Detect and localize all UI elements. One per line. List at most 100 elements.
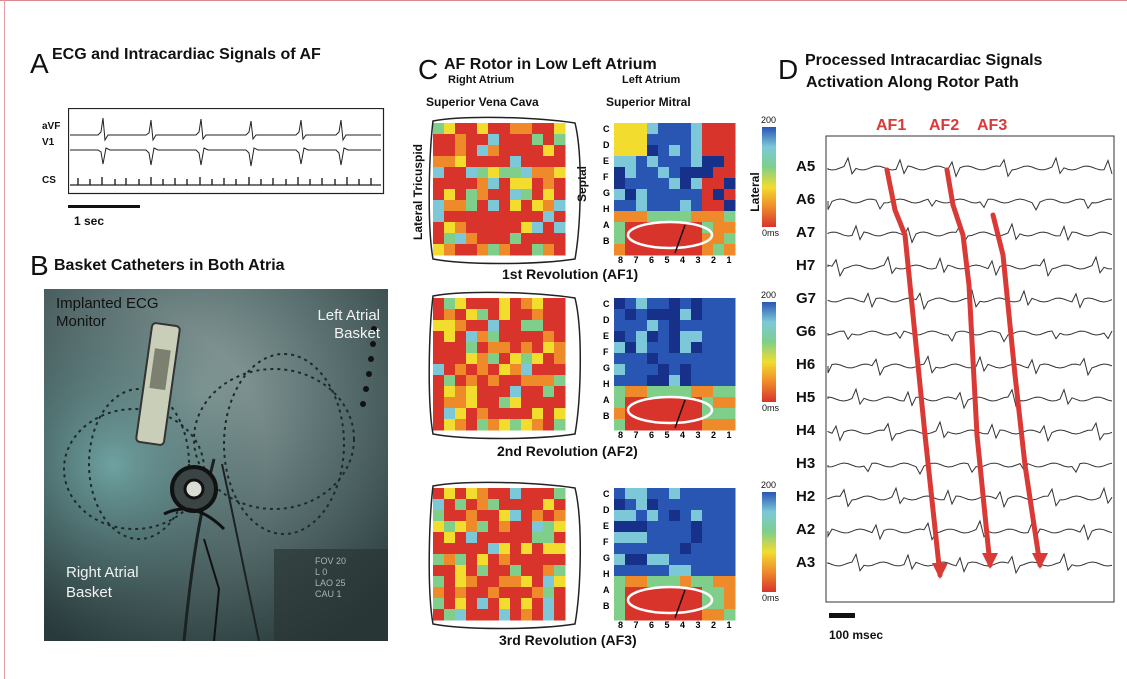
ra-map-cell [532,488,544,500]
signals-frame [825,135,1115,603]
la-map-cell [713,532,725,544]
ra-map-cell [444,521,456,533]
ra-map-cell [433,408,445,420]
ra-map-cell [477,156,489,168]
fluoro-fov: FOV 20 [315,556,347,566]
la-map-cell [680,320,692,332]
ra-map-cell [532,222,544,234]
la-map-cell [658,521,670,533]
la-map-cell [647,298,659,310]
la-row-label: D [603,505,610,515]
la-map-cell [702,211,714,223]
ra-map-cell [433,364,445,376]
la-row-label: G [603,363,610,373]
ra-map-cell [444,167,456,179]
la-map-cell [680,521,692,533]
ra-map-cell [444,320,456,332]
la-row-label: F [603,347,609,357]
ra-map-cell [543,364,555,376]
la-map-cell [658,298,670,310]
ra-map-cell [521,342,533,354]
ra-map-cell [543,510,555,522]
ra-map-cell [455,587,467,599]
label-left-atrial-basket: Left Atrial Basket [290,307,380,343]
ra-map-cell [499,408,511,420]
ra-map-cell [554,397,566,409]
la-map-cell [669,134,681,146]
ra-map-cell [543,521,555,533]
ra-map-cell [444,178,456,190]
la-map-cell [636,156,648,168]
la-map-cell [724,298,736,310]
signal-trace [827,198,1113,211]
ra-map-cell [510,521,522,533]
la-map-cell [680,488,692,500]
la-map-cell [680,397,692,409]
ra-map-cell [466,178,478,190]
ra-map-cell [433,244,445,256]
la-map-cell [691,598,703,610]
ra-map-cell [499,543,511,555]
la-map-cell [625,211,637,223]
ra-map-cell [477,408,489,420]
ra-map-cell [444,233,456,245]
la-map-cell [691,488,703,500]
la-map-cell [680,543,692,555]
la-map-cell [658,178,670,190]
la-map-cell [724,244,736,256]
ra-map-cell [510,342,522,354]
ra-map-cell [444,375,456,387]
la-map-cell [614,488,626,500]
la-map-cell [625,419,637,431]
ra-map-cell [488,123,500,135]
la-map-cell [713,576,725,588]
ra-map-cell [433,353,445,365]
la-map-cell [724,510,736,522]
ra-map-cell [554,499,566,511]
la-map-cell [713,123,725,135]
la-col-label: 5 [665,620,670,630]
la-map-cell [658,532,670,544]
la-map-cell [636,211,648,223]
la-map-cell [636,353,648,365]
la-map-cell [713,309,725,321]
ra-map-cell [510,189,522,201]
la-map-cell [680,233,692,245]
ra-map-cell [499,419,511,431]
ra-map-cell [433,419,445,431]
ra-map-cell [433,499,445,511]
la-map-cell [702,609,714,621]
ra-map-cell [488,532,500,544]
ra-map-cell [532,134,544,146]
la-row-label: H [603,379,610,389]
ra-map-cell [532,167,544,179]
la-map-cell [702,543,714,555]
la-map-cell [691,375,703,387]
la-map-cell [702,419,714,431]
rotor-pointer [674,224,686,254]
la-map-cell [691,609,703,621]
la-map-cell [625,167,637,179]
ra-map-cell [532,123,544,135]
ra-map-cell [554,510,566,522]
ra-map-cell [543,598,555,610]
la-map-cell [647,200,659,212]
ra-map-cell [455,364,467,376]
ra-map-cell [510,200,522,212]
la-map-cell [724,189,736,201]
la-map-cell [669,598,681,610]
la-map-cell [702,145,714,157]
fluoro-info: FOV 20 L 0 LAO 25 CAU 1 [315,556,346,600]
af2-label: AF2 [929,117,960,134]
ra-map-cell [554,298,566,310]
la-map-cell [724,397,736,409]
ra-map-cell [532,178,544,190]
la-map-cell [691,123,703,135]
la-map-cell [713,178,725,190]
ra-map-cell [477,397,489,409]
ra-map-cell [543,375,555,387]
la-map-cell [636,364,648,376]
ra-map-cell [499,532,511,544]
la-map-cell [713,342,725,354]
ra-map-cell [554,587,566,599]
